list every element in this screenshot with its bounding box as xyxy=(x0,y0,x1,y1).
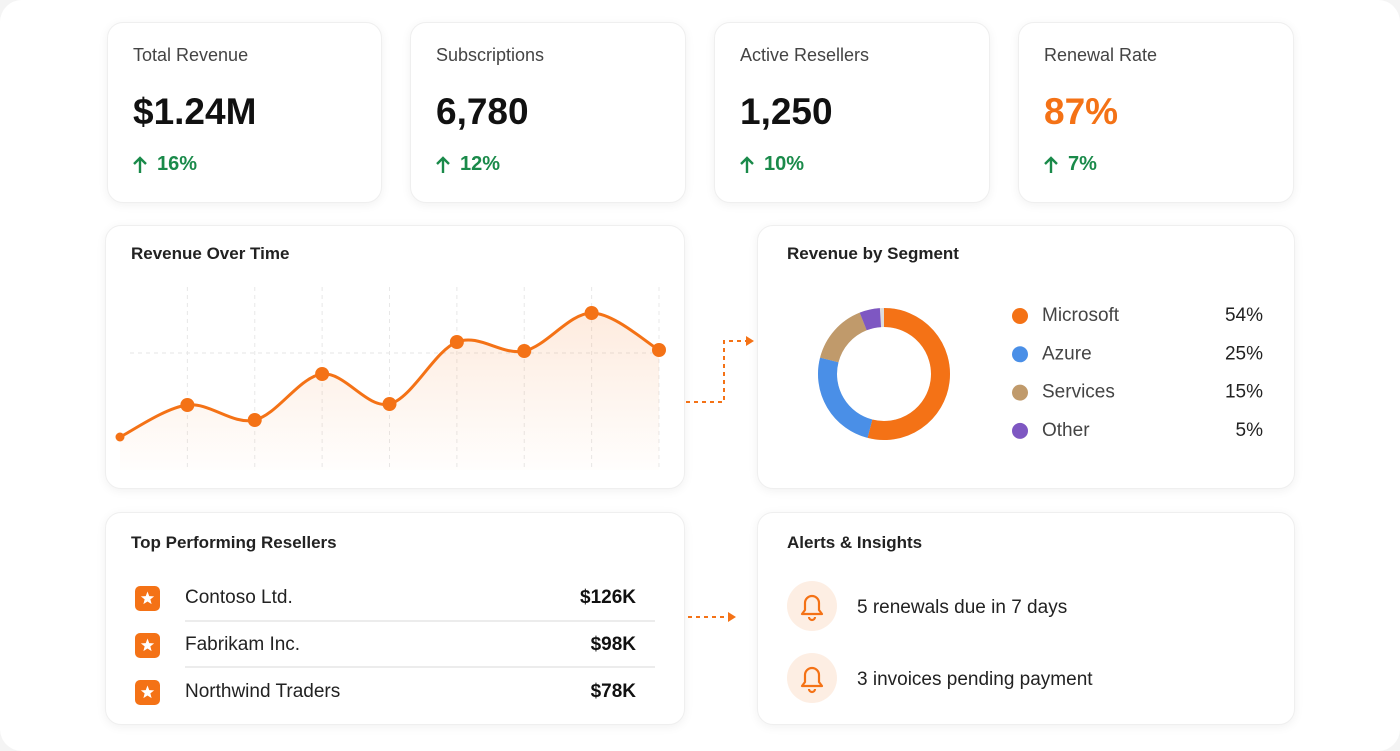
chart-title: Revenue Over Time xyxy=(131,244,290,263)
legend-value: 54% xyxy=(1225,305,1263,326)
point xyxy=(382,397,397,411)
kpi-label: Subscriptions xyxy=(436,45,545,65)
donut-segment xyxy=(859,308,882,331)
connector-head xyxy=(728,612,736,622)
legend-swatch xyxy=(1012,346,1028,363)
kpi-card: Renewal Rate 87% 7% xyxy=(1018,22,1294,203)
chart-title: Revenue by Segment xyxy=(787,244,959,263)
point xyxy=(115,432,125,442)
point xyxy=(449,335,464,349)
point xyxy=(315,367,330,381)
kpi-change-value: 12% xyxy=(460,153,501,175)
reseller-row: Fabrikam Inc. $98K xyxy=(135,633,636,658)
reseller-value: $126K xyxy=(580,587,636,608)
kpi-label: Active Resellers xyxy=(740,45,870,65)
legend-swatch xyxy=(1012,384,1028,401)
legend-label: Services xyxy=(1042,382,1115,403)
kpi-change: 12% xyxy=(436,153,500,176)
kpi-value: 1,250 xyxy=(740,91,833,132)
reseller-value: $98K xyxy=(591,634,637,655)
legend-label: Other xyxy=(1042,420,1090,441)
kpi-value: $1.24M xyxy=(133,91,257,132)
reseller-name: Contoso Ltd. xyxy=(185,587,293,608)
donut-segment xyxy=(818,357,873,438)
kpi-card: Active Resellers 1,250 10% xyxy=(714,22,990,203)
up-arrow xyxy=(436,155,450,173)
legend-value: 25% xyxy=(1225,343,1263,364)
kpi-value: 87% xyxy=(1044,91,1119,132)
up-arrow xyxy=(740,155,754,173)
alert-text: 5 renewals due in 7 days xyxy=(857,597,1067,618)
card-title: Alerts & Insights xyxy=(787,533,923,552)
reseller-value: $78K xyxy=(591,681,637,702)
kpi-card: Total Revenue $1.24M 16% xyxy=(107,22,382,203)
card-title: Top Performing Resellers xyxy=(131,533,337,552)
connector xyxy=(686,340,746,403)
donut-segment xyxy=(867,308,950,440)
star-icon xyxy=(140,685,155,699)
kpi-label: Total Revenue xyxy=(133,45,249,65)
legend-value: 15% xyxy=(1225,382,1263,403)
kpi-value: 6,780 xyxy=(436,91,529,132)
point xyxy=(652,343,666,357)
connector-head xyxy=(746,336,754,346)
point xyxy=(180,398,195,412)
star-icon xyxy=(140,591,155,605)
star-icon xyxy=(140,638,155,652)
point xyxy=(517,344,532,358)
reseller-name: Fabrikam Inc. xyxy=(185,634,300,655)
legend-label: Microsoft xyxy=(1042,305,1120,326)
kpi-label: Renewal Rate xyxy=(1044,45,1158,65)
legend-label: Azure xyxy=(1042,343,1092,364)
reseller-name: Northwind Traders xyxy=(185,681,340,702)
kpi-change: 10% xyxy=(740,153,804,176)
legend-swatch xyxy=(1012,308,1028,324)
point xyxy=(247,413,262,427)
alerts-card: Alerts & Insights xyxy=(757,512,1295,725)
reseller-row: Contoso Ltd. $126K xyxy=(135,586,636,611)
point xyxy=(584,306,599,320)
kpi-card: Subscriptions 6,780 12% xyxy=(410,22,686,203)
kpi-change-value: 10% xyxy=(764,153,805,175)
kpi-change: 7% xyxy=(1044,153,1097,176)
reseller-row: Northwind Traders $78K xyxy=(135,680,636,705)
kpi-change-value: 7% xyxy=(1068,153,1097,175)
legend-value: 5% xyxy=(1236,420,1264,441)
kpi-change: 16% xyxy=(133,153,197,176)
resellers-card: Top Performing Resellers xyxy=(105,512,685,725)
alert-text: 3 invoices pending payment xyxy=(857,669,1093,690)
kpi-change-value: 16% xyxy=(157,153,198,175)
up-arrow xyxy=(1044,155,1058,173)
donut-segment xyxy=(820,312,868,363)
up-arrow xyxy=(133,155,147,173)
legend-swatch xyxy=(1012,422,1028,439)
bell-icon xyxy=(787,581,837,631)
bell-icon xyxy=(787,653,837,703)
